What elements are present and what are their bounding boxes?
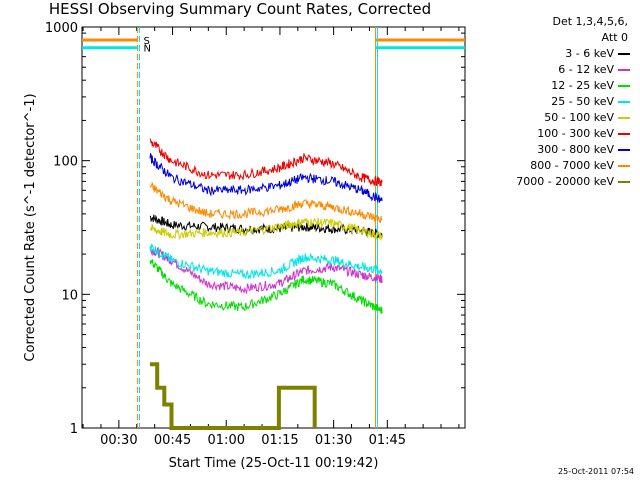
legend-swatch: [618, 101, 630, 103]
legend-item: 800 - 7000 keV: [470, 158, 630, 174]
x-tick-label: 01:00: [208, 433, 245, 448]
legend-item: 12 - 25 keV: [470, 78, 630, 94]
y-tick-label: 1: [70, 422, 78, 437]
series-line: [149, 138, 383, 187]
y-tick-label: 100: [53, 155, 78, 170]
x-tick-label: 00:45: [154, 433, 191, 448]
x-axis-label: Start Time (25-Oct-11 00:19:42): [169, 456, 379, 471]
flag-label-S: S: [143, 36, 149, 47]
legend-rows: 3 - 6 keV 6 - 12 keV 12 - 25 keV 25 - 50 ke…: [470, 46, 630, 190]
legend-item-label: 100 - 300 keV: [537, 127, 614, 140]
legend-swatch: [618, 133, 630, 135]
y-tick-label: 10: [61, 288, 78, 303]
legend-item: 50 - 100 keV: [470, 110, 630, 126]
series-line: [149, 243, 383, 280]
legend-item-label: 50 - 100 keV: [544, 111, 614, 124]
chart-title: HESSI Observing Summary Count Rates, Cor…: [48, 0, 432, 18]
legend: Det 1,3,4,5,6, Att 0 3 - 6 keV 6 - 12 keV…: [470, 14, 630, 190]
legend-swatch: [618, 181, 630, 183]
legend-swatch: [618, 69, 630, 71]
legend-item: 6 - 12 keV: [470, 62, 630, 78]
series-line: [149, 259, 383, 314]
x-tick-label: 00:30: [100, 433, 137, 448]
y-tick-label: 1000: [45, 21, 78, 36]
series-line: [149, 181, 383, 224]
y-axis-label: Corrected Count Rate (s^-1 detector^-1): [23, 93, 38, 361]
series-line: [149, 152, 383, 203]
legend-swatch: [618, 165, 630, 167]
legend-item-label: 12 - 25 keV: [551, 79, 614, 92]
series-line: [150, 362, 317, 430]
flag-label-N: N: [143, 44, 150, 55]
legend-item-label: 300 - 800 keV: [537, 143, 614, 156]
x-tick-label: 01:30: [315, 433, 352, 448]
legend-header-line2: Att 0: [601, 31, 628, 44]
legend-item: 25 - 50 keV: [470, 94, 630, 110]
legend-item: 3 - 6 keV: [470, 46, 630, 62]
x-tick-label: 01:15: [261, 433, 298, 448]
legend-item-label: 800 - 7000 keV: [530, 159, 614, 172]
legend-swatch: [618, 117, 630, 119]
x-tick-label: 01:45: [369, 433, 406, 448]
legend-header-line1: Det 1,3,4,5,6,: [552, 15, 628, 28]
legend-item-label: 3 - 6 keV: [565, 47, 614, 60]
legend-swatch: [618, 85, 630, 87]
legend-item-label: 7000 - 20000 keV: [516, 175, 614, 188]
series-line: [149, 217, 383, 241]
legend-swatch: [618, 149, 630, 151]
legend-swatch: [618, 53, 630, 55]
legend-item-label: 6 - 12 keV: [558, 63, 614, 76]
legend-item: 7000 - 20000 keV: [470, 174, 630, 190]
series-line: [149, 246, 383, 295]
timestamp: 25-Oct-2011 07:54: [558, 467, 634, 476]
legend-item: 100 - 300 keV: [470, 126, 630, 142]
legend-item: 300 - 800 keV: [470, 142, 630, 158]
legend-item-label: 25 - 50 keV: [551, 95, 614, 108]
